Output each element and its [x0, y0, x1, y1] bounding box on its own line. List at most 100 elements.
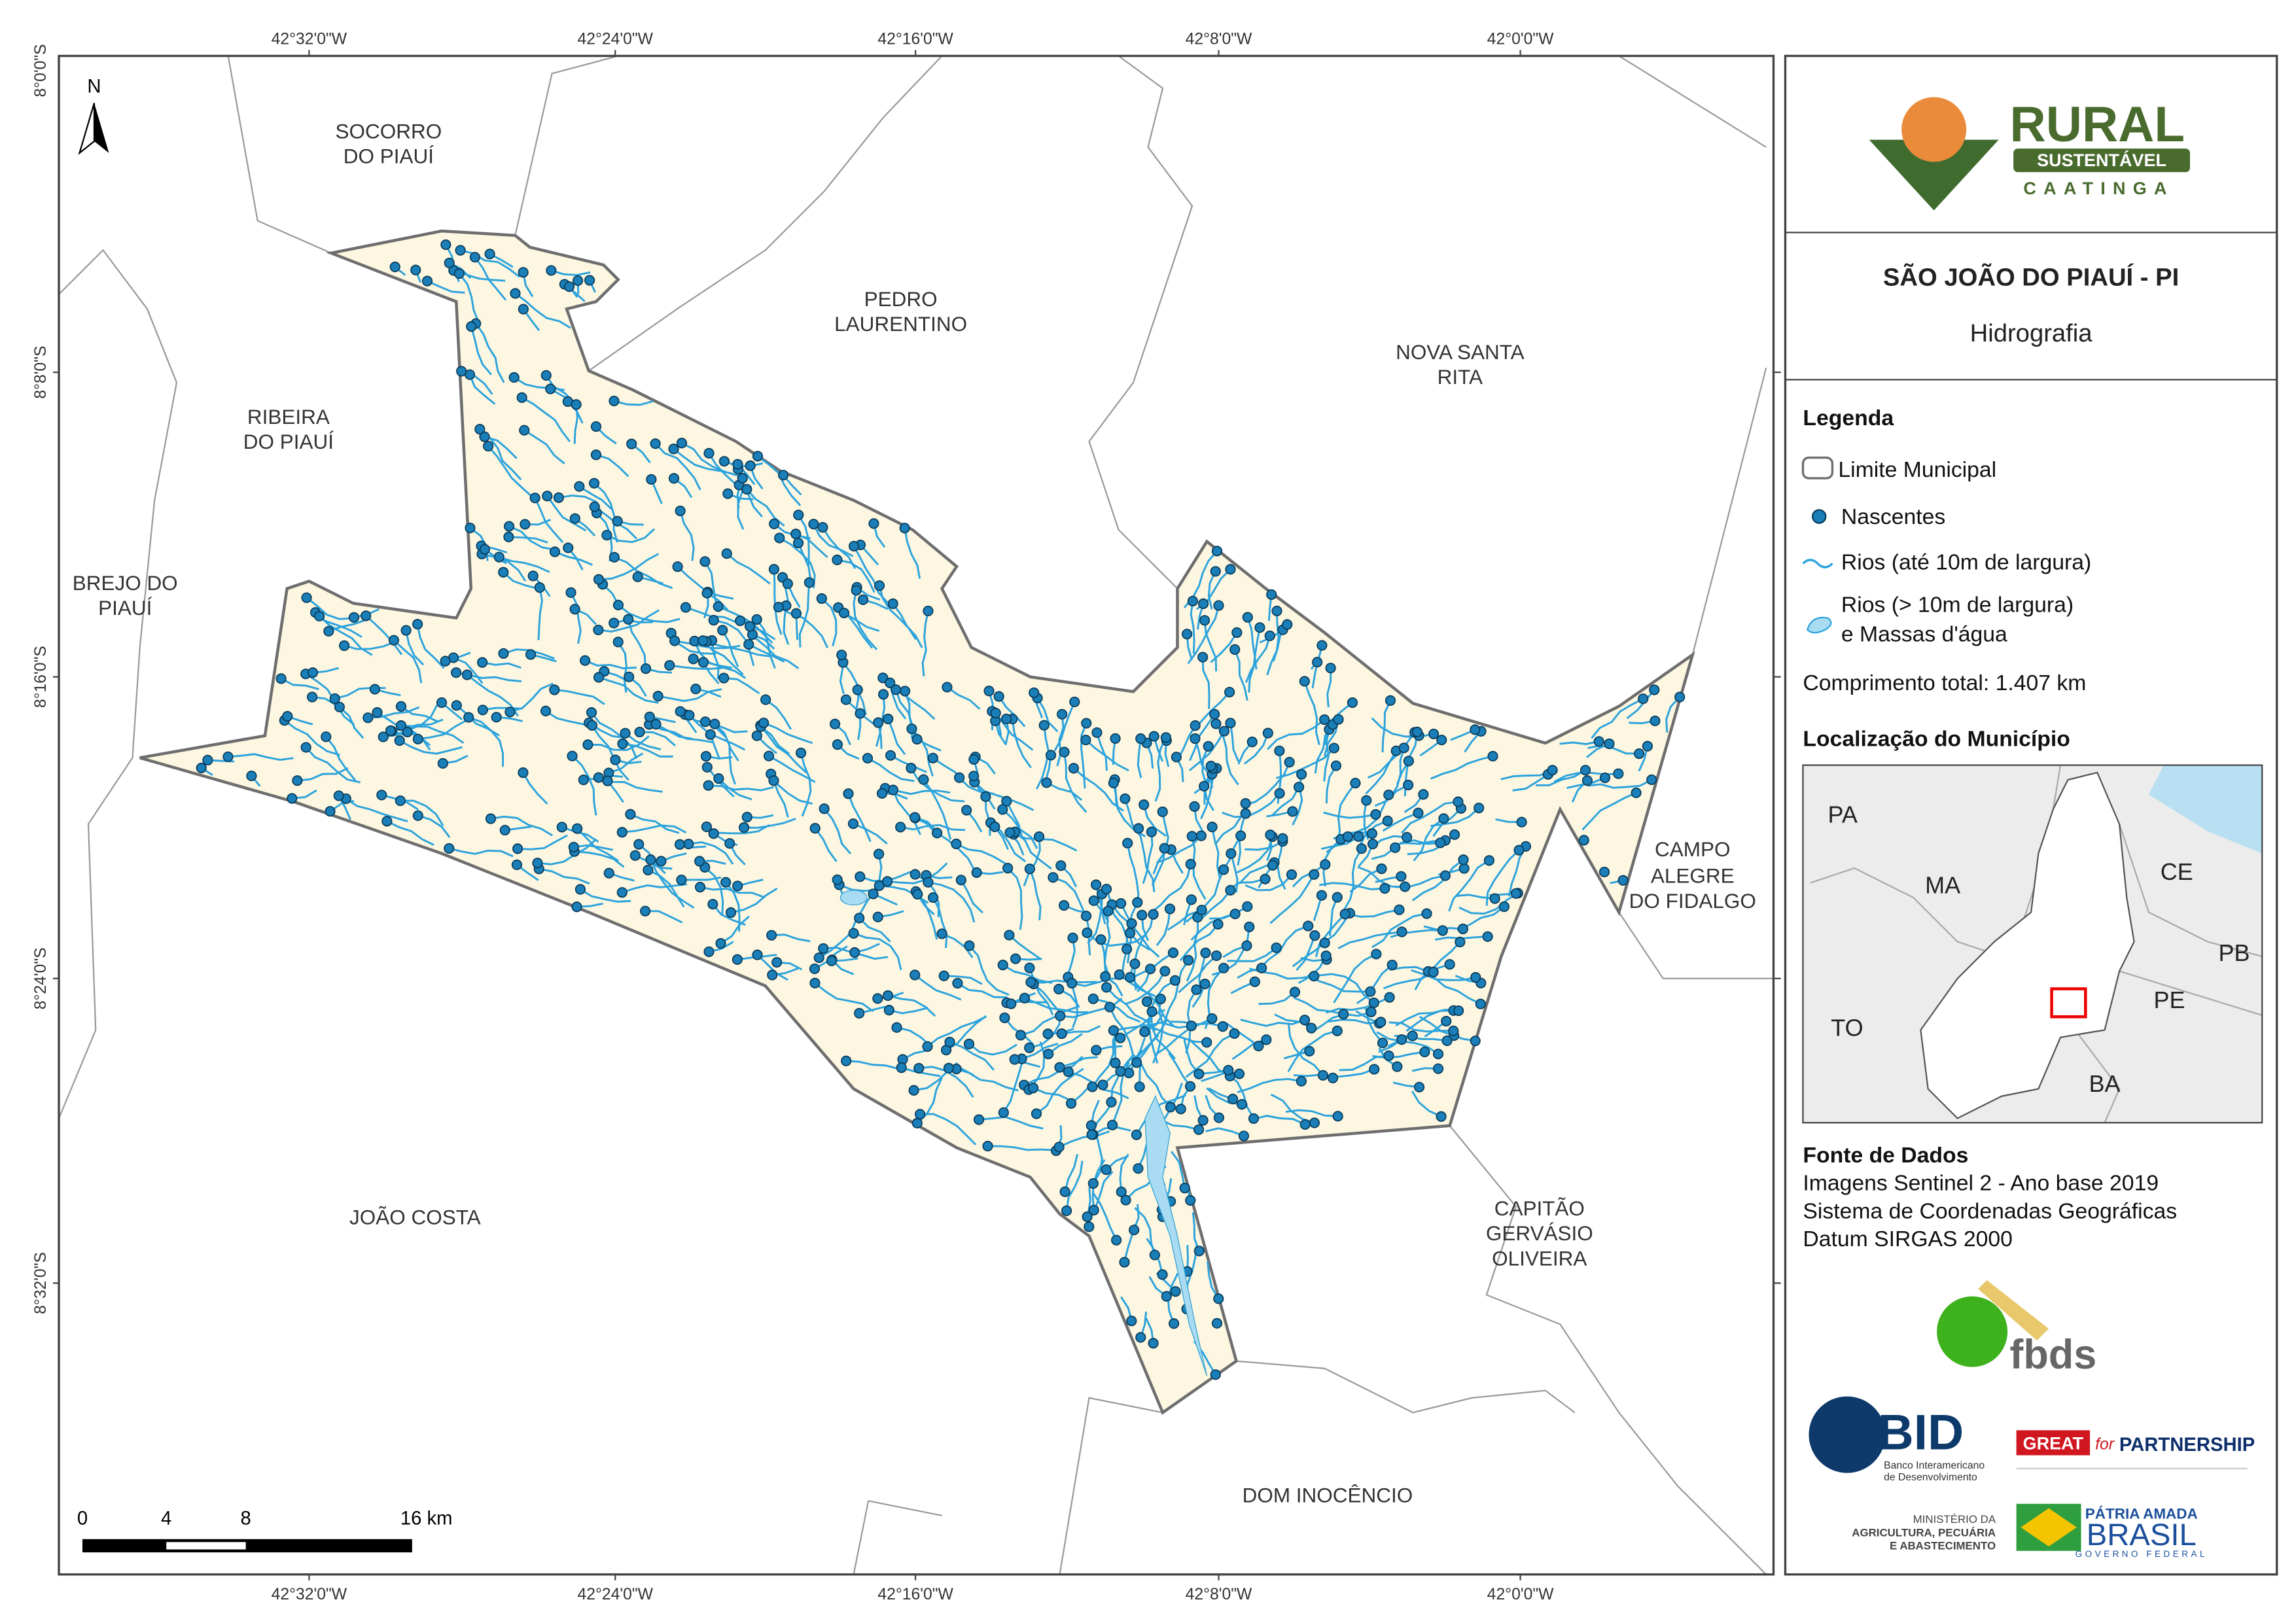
spring — [1253, 1040, 1264, 1052]
spring — [609, 618, 620, 629]
spring — [1038, 720, 1050, 731]
spring — [773, 601, 785, 613]
spring — [1185, 858, 1196, 870]
river — [846, 1060, 899, 1070]
spring — [1369, 1064, 1380, 1075]
spring — [503, 521, 515, 532]
spring — [1186, 894, 1197, 905]
river — [1287, 1030, 1338, 1072]
spring — [1110, 733, 1121, 744]
river — [1411, 859, 1464, 901]
spring — [1061, 1205, 1072, 1216]
river — [617, 641, 627, 693]
spring — [819, 803, 830, 814]
spring — [519, 425, 530, 436]
spring — [650, 438, 661, 449]
spring — [1059, 1186, 1070, 1197]
spring — [1384, 992, 1395, 1003]
spring — [989, 821, 1000, 832]
spring — [1193, 1246, 1205, 1257]
spring — [1004, 930, 1015, 941]
spring — [684, 710, 695, 721]
river — [1014, 831, 1052, 870]
spring — [1256, 962, 1267, 973]
river — [1303, 680, 1320, 745]
river — [853, 546, 889, 604]
spring — [1328, 742, 1339, 754]
river — [858, 917, 891, 943]
spring — [1120, 793, 1131, 805]
river — [853, 822, 888, 845]
river — [539, 867, 590, 885]
river — [365, 615, 403, 655]
river — [1178, 954, 1218, 994]
river — [1207, 570, 1217, 610]
river — [1170, 1021, 1224, 1028]
river — [460, 249, 520, 278]
spring — [1487, 750, 1498, 762]
river — [305, 746, 361, 784]
scale-label: 0 — [77, 1508, 88, 1529]
river — [523, 429, 565, 464]
spring — [832, 874, 843, 885]
spring — [1436, 735, 1447, 746]
river — [928, 881, 976, 923]
spring — [518, 304, 529, 315]
spring — [817, 522, 828, 533]
river — [1160, 1119, 1199, 1131]
spring — [574, 481, 585, 492]
river — [677, 566, 734, 600]
spring — [590, 449, 602, 461]
river — [892, 790, 921, 835]
river — [843, 612, 880, 632]
spring — [1197, 598, 1209, 609]
spring — [896, 1062, 907, 1073]
river — [482, 707, 523, 711]
river — [1382, 812, 1419, 832]
river — [1229, 723, 1240, 762]
spring — [1299, 1119, 1311, 1130]
fbds-circle — [1937, 1296, 2008, 1367]
spring — [1225, 884, 1236, 896]
spring — [246, 770, 257, 782]
spring — [1210, 566, 1221, 577]
spring — [997, 804, 1008, 815]
spring — [450, 667, 462, 678]
spring — [632, 571, 643, 582]
river — [1411, 969, 1476, 981]
spring — [922, 1041, 933, 1052]
river — [946, 686, 981, 710]
spring — [672, 561, 683, 572]
river — [1007, 867, 1023, 930]
scale-bar: 0 4 8 16 km — [77, 1508, 452, 1553]
river — [325, 736, 357, 781]
spring — [1260, 873, 1271, 884]
spring — [700, 751, 712, 762]
spring — [771, 956, 783, 968]
river — [814, 982, 874, 1013]
spring — [643, 864, 654, 876]
water-body — [1144, 1095, 1208, 1376]
neighbor-name: LAURENTINO — [834, 312, 967, 336]
spring — [640, 905, 651, 916]
spring — [1293, 782, 1305, 793]
spring — [532, 858, 543, 869]
spring — [766, 930, 777, 941]
spring — [1031, 1108, 1042, 1119]
spring — [1249, 976, 1260, 987]
spring — [222, 751, 234, 762]
river — [537, 587, 543, 640]
spring — [1513, 845, 1525, 856]
river — [778, 606, 829, 649]
spring — [1435, 837, 1446, 848]
spring — [840, 694, 852, 705]
river — [499, 556, 550, 573]
spring — [1015, 1030, 1027, 1041]
spring — [503, 531, 514, 542]
spring — [1179, 1183, 1190, 1194]
spring — [520, 519, 531, 530]
spring — [701, 761, 713, 773]
river — [1536, 769, 1586, 786]
river — [1296, 935, 1316, 971]
spring — [412, 733, 423, 744]
